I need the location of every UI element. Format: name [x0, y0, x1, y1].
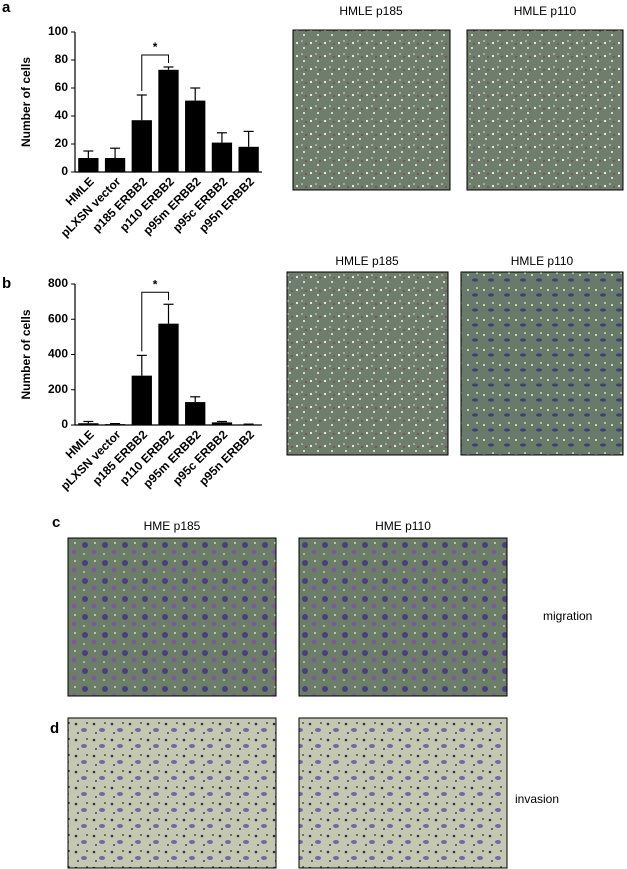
y-tick-label: 20 — [55, 136, 69, 150]
micrograph — [67, 717, 277, 869]
bar — [104, 158, 126, 172]
image-title: HME p110 — [375, 519, 431, 533]
y-axis-label: Number of cells — [19, 309, 33, 399]
image-title: HMLE p110 — [514, 4, 577, 18]
micrograph — [292, 29, 451, 191]
bar — [185, 100, 206, 172]
bar — [238, 424, 259, 425]
significance-label: * — [153, 277, 158, 291]
y-tick-label: 600 — [48, 311, 68, 325]
bar — [211, 142, 233, 172]
y-tick-label: 80 — [55, 52, 69, 66]
bar — [131, 120, 152, 172]
y-tick-label: 200 — [48, 382, 68, 396]
row-label: migration — [543, 609, 592, 623]
micrograph — [460, 271, 624, 456]
row-label: invasion — [515, 792, 559, 806]
bar — [104, 424, 126, 425]
significance-bracket — [141, 54, 169, 91]
y-tick-label: 800 — [48, 276, 68, 290]
image-title: HMLE p110 — [511, 254, 574, 268]
y-tick-label: 60 — [55, 80, 69, 94]
bar — [185, 402, 206, 425]
bar — [78, 158, 99, 172]
bar — [158, 69, 179, 172]
bar — [158, 323, 179, 425]
micrograph — [298, 537, 508, 697]
micrograph — [286, 271, 449, 456]
panel-label: b — [2, 275, 11, 292]
y-tick-label: 0 — [61, 417, 68, 431]
significance-label: * — [153, 40, 158, 54]
bar — [78, 423, 99, 425]
panel-label: a — [2, 0, 11, 16]
image-title: HME p185 — [144, 519, 201, 533]
y-tick-label: 400 — [48, 347, 68, 361]
y-tick-label: 0 — [61, 164, 68, 178]
micrograph — [67, 537, 277, 697]
bar — [238, 146, 259, 172]
bar — [211, 422, 233, 425]
y-tick-label: 100 — [48, 24, 68, 38]
y-tick-label: 40 — [55, 108, 69, 122]
micrograph — [466, 29, 624, 191]
y-axis-label: Number of cells — [19, 57, 33, 147]
micrograph — [298, 717, 508, 869]
image-title: HMLE p185 — [335, 254, 399, 268]
significance-bracket — [141, 291, 169, 352]
bar — [131, 375, 152, 425]
panel-label: d — [50, 720, 59, 737]
panel-label: c — [52, 514, 60, 531]
image-title: HMLE p185 — [339, 4, 403, 18]
